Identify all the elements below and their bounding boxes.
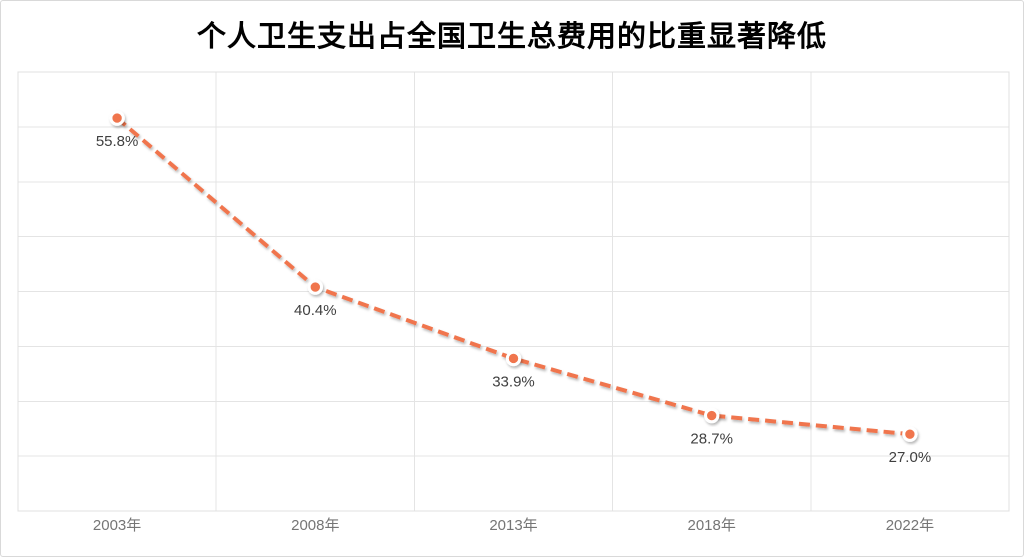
data-label: 33.9% xyxy=(492,373,535,390)
data-point-marker xyxy=(505,350,522,367)
x-axis-label: 2022年 xyxy=(886,517,934,534)
x-axis-label: 2008年 xyxy=(291,517,339,534)
grid-lines xyxy=(17,71,1010,512)
data-point-marker xyxy=(902,426,918,442)
data-label: 28.7% xyxy=(690,431,733,448)
chart-title: 个人卫生支出占全国卫生总费用的比重显著降低 xyxy=(196,21,827,53)
x-axis-label: 2003年 xyxy=(93,517,141,534)
x-axis-label: 2018年 xyxy=(688,517,736,534)
data-series xyxy=(109,110,918,442)
data-point-marker xyxy=(307,279,323,295)
data-label: 27.0% xyxy=(889,449,932,466)
plot-area-border xyxy=(17,71,1010,512)
x-axis-label: 2013年 xyxy=(489,517,537,534)
data-label: 55.8% xyxy=(96,133,139,150)
chart-labels: 55.8% 40.4% 33.9% 28.7% 27.0% 2003年 2008年 2013年… xyxy=(93,133,934,534)
data-label: 40.4% xyxy=(294,302,337,319)
series-line xyxy=(115,116,911,437)
data-point-marker xyxy=(704,407,720,424)
data-point-marker xyxy=(109,110,125,126)
